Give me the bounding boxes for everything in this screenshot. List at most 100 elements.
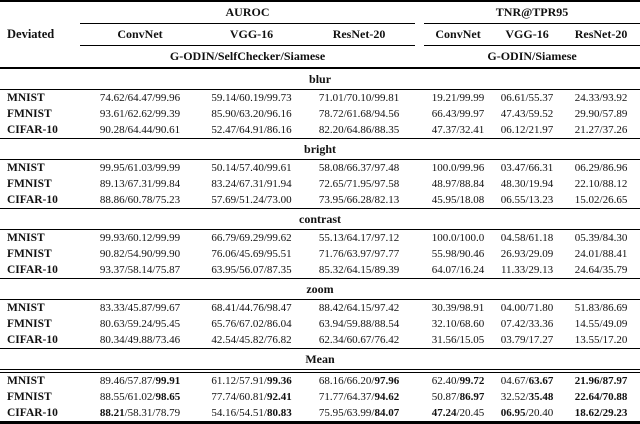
- value-cell: 18.62/29.23: [574, 407, 628, 419]
- value-cell: 88.21/58.31/78.79: [99, 407, 181, 419]
- table-row: FMNIST 88.55/61.02/98.65 77.74/60.81/92.41…: [0, 389, 640, 405]
- table-row: MNIST 74.62/64.47/99.96 59.14/60.19/99.73 7…: [0, 90, 640, 107]
- value-cell: 83.33/45.87/99.67: [99, 302, 181, 314]
- value-cell: 72.65/71.95/97.58: [318, 178, 400, 190]
- table-row: CIFAR-10 88.21/58.31/78.79 54.16/54.51/80.…: [0, 405, 640, 423]
- value-cell: 24.33/93.92: [574, 92, 628, 104]
- value-cell: 76.06/45.69/95.51: [211, 248, 292, 260]
- value-cell: 100.0/100.0: [431, 232, 485, 244]
- value-cell: 24.64/35.79: [574, 264, 628, 276]
- group-gap: [415, 122, 424, 139]
- table-row: CIFAR-10 93.37/58.14/75.87 63.95/56.07/87.…: [0, 262, 640, 279]
- value-cell: 89.46/57.87/99.91: [99, 375, 181, 387]
- group-gap: [415, 230, 424, 247]
- value-cell: 62.40/99.72: [431, 375, 485, 387]
- tnr-methods-header: G-ODIN/Siamese: [424, 45, 640, 69]
- dataset-label: FMNIST: [7, 248, 52, 260]
- section-label: blur: [0, 67, 640, 90]
- dataset-label: CIFAR-10: [7, 334, 58, 346]
- value-cell: 66.43/99.97: [431, 108, 485, 120]
- value-cell: 52.47/64.91/86.16: [211, 124, 292, 136]
- value-cell: 13.55/17.20: [574, 334, 628, 346]
- value-cell: 83.24/67.31/91.94: [211, 178, 292, 190]
- value-cell: 93.37/58.14/75.87: [99, 264, 181, 276]
- auroc-group-header: AUROC: [80, 1, 416, 24]
- value-cell: 22.10/88.12: [574, 178, 628, 190]
- group-gap: [415, 332, 424, 349]
- value-cell: 03.47/66.31: [500, 162, 554, 174]
- section-label: bright: [0, 138, 640, 160]
- value-cell: 47.24/20.45: [431, 407, 485, 419]
- value-cell: 21.96/87.97: [574, 375, 628, 387]
- value-cell: 99.95/61.03/99.99: [99, 162, 181, 174]
- value-cell: 80.63/59.24/95.45: [99, 318, 181, 330]
- table-body: blur MNIST 74.62/64.47/99.96 59.14/60.19/99…: [0, 67, 640, 423]
- tnr-resnet20-header: ResNet-20: [562, 23, 640, 46]
- value-cell: 74.62/64.47/99.96: [99, 92, 181, 104]
- value-cell: 07.42/33.36: [500, 318, 554, 330]
- group-gap: [415, 192, 424, 209]
- value-cell: 04.58/61.18: [500, 232, 554, 244]
- section-header-row: Mean: [0, 348, 640, 373]
- section-label: Mean: [0, 348, 640, 373]
- dataset-label: FMNIST: [7, 178, 52, 190]
- value-cell: 63.95/56.07/87.35: [211, 264, 292, 276]
- value-cell: 48.30/19.94: [500, 178, 554, 190]
- value-cell: 26.93/29.09: [500, 248, 554, 260]
- value-cell: 31.56/15.05: [431, 334, 485, 346]
- value-cell: 45.95/18.08: [431, 194, 485, 206]
- value-cell: 11.33/29.13: [500, 264, 554, 276]
- value-cell: 90.28/64.44/90.61: [99, 124, 181, 136]
- methods-header-row: G-ODIN/SelfChecker/Siamese G-ODIN/Siames…: [0, 45, 640, 69]
- value-cell: 55.98/90.46: [431, 248, 485, 260]
- value-cell: 62.34/60.67/76.42: [318, 334, 400, 346]
- section-header-row: blur: [0, 67, 640, 90]
- table-header: Deviated AUROC TNR@TPR95 ConvNet VGG-16 …: [0, 1, 640, 69]
- auroc-vgg16-header: VGG-16: [200, 23, 303, 46]
- value-cell: 48.97/88.84: [431, 178, 485, 190]
- value-cell: 57.69/51.24/73.00: [211, 194, 292, 206]
- value-cell: 06.12/21.97: [500, 124, 554, 136]
- value-cell: 03.79/17.27: [500, 334, 554, 346]
- value-cell: 85.32/64.15/89.39: [318, 264, 400, 276]
- group-gap: [415, 176, 424, 192]
- value-cell: 88.55/61.02/98.65: [99, 391, 181, 403]
- tnr-group-header: TNR@TPR95: [424, 1, 640, 24]
- value-cell: 55.13/64.17/97.12: [318, 232, 400, 244]
- value-cell: 05.39/84.30: [574, 232, 628, 244]
- value-cell: 100.0/99.96: [431, 162, 485, 174]
- value-cell: 47.37/32.41: [431, 124, 485, 136]
- section-header-row: zoom: [0, 278, 640, 300]
- value-cell: 71.01/70.10/99.81: [318, 92, 400, 104]
- value-cell: 42.54/45.82/76.82: [211, 334, 292, 346]
- value-cell: 30.39/98.91: [431, 302, 485, 314]
- dataset-label: MNIST: [7, 375, 45, 387]
- dataset-label: MNIST: [7, 92, 45, 104]
- value-cell: 65.76/67.02/86.04: [211, 318, 292, 330]
- table-row: CIFAR-10 80.34/49.88/73.46 42.54/45.82/76.…: [0, 332, 640, 349]
- value-cell: 21.27/37.26: [574, 124, 628, 136]
- dataset-label: CIFAR-10: [7, 194, 58, 206]
- group-gap: [415, 262, 424, 279]
- value-cell: 68.16/66.20/97.96: [318, 375, 400, 387]
- value-cell: 78.72/61.68/94.56: [318, 108, 400, 120]
- table-row: FMNIST 80.63/59.24/95.45 65.76/67.02/86.04…: [0, 316, 640, 332]
- value-cell: 50.14/57.40/99.61: [211, 162, 292, 174]
- group-gap: [415, 90, 424, 107]
- group-gap: [415, 405, 424, 423]
- value-cell: 04.67/63.67: [500, 375, 554, 387]
- value-cell: 89.13/67.31/99.84: [99, 178, 181, 190]
- section-header-row: contrast: [0, 208, 640, 230]
- group-gap: [415, 160, 424, 177]
- table-row: MNIST 83.33/45.87/99.67 68.41/44.76/98.47 8…: [0, 300, 640, 317]
- value-cell: 51.83/86.69: [574, 302, 628, 314]
- value-cell: 85.90/63.20/96.16: [211, 108, 292, 120]
- table-row: FMNIST 89.13/67.31/99.84 83.24/67.31/91.94…: [0, 176, 640, 192]
- section-label: zoom: [0, 278, 640, 300]
- value-cell: 68.41/44.76/98.47: [211, 302, 292, 314]
- value-cell: 32.10/68.60: [431, 318, 485, 330]
- value-cell: 54.16/54.51/80.83: [211, 407, 292, 419]
- value-cell: 29.90/57.89: [574, 108, 628, 120]
- value-cell: 14.55/49.09: [574, 318, 628, 330]
